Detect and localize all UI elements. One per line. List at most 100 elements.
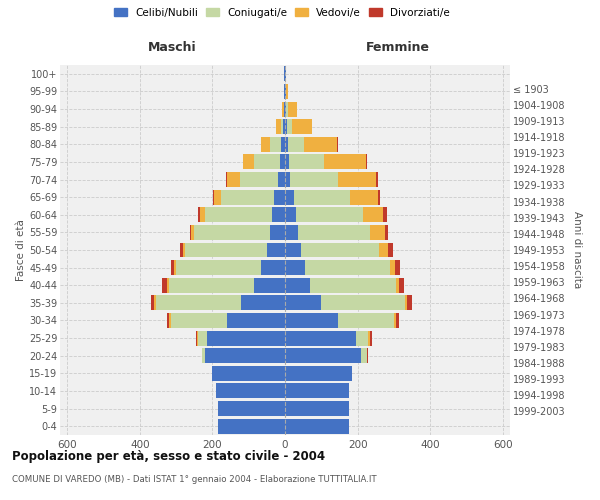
Bar xyxy=(198,208,200,222)
Bar xyxy=(337,137,338,152)
Bar xyxy=(383,208,386,222)
Bar xyxy=(262,137,271,152)
Bar xyxy=(285,260,305,275)
Bar xyxy=(405,296,407,310)
Bar xyxy=(296,208,363,222)
Bar xyxy=(274,190,285,204)
Bar xyxy=(254,154,280,170)
Bar xyxy=(156,296,241,310)
Bar xyxy=(286,84,287,99)
Bar xyxy=(350,190,377,204)
Bar xyxy=(285,418,349,434)
Bar xyxy=(216,384,285,398)
Bar xyxy=(161,278,167,292)
Bar xyxy=(287,119,292,134)
Bar xyxy=(370,225,385,240)
Bar xyxy=(390,260,395,275)
Bar xyxy=(276,119,281,134)
Bar xyxy=(262,260,285,275)
Bar xyxy=(202,348,205,363)
Bar xyxy=(288,102,298,116)
Bar xyxy=(365,154,367,170)
Bar xyxy=(395,278,398,292)
Bar xyxy=(197,330,198,345)
Bar xyxy=(376,172,377,187)
Bar xyxy=(272,208,285,222)
Y-axis label: Anni di nascita: Anni di nascita xyxy=(572,212,582,288)
Bar xyxy=(200,208,205,222)
Text: Maschi: Maschi xyxy=(148,42,197,54)
Bar xyxy=(395,313,400,328)
Bar xyxy=(175,260,176,275)
Bar xyxy=(294,190,350,204)
Bar xyxy=(169,278,254,292)
Bar xyxy=(243,154,254,170)
Bar xyxy=(185,242,267,258)
Text: Popolazione per età, sesso e stato civile - 2004: Popolazione per età, sesso e stato civil… xyxy=(12,450,325,463)
Bar xyxy=(176,260,262,275)
Text: COMUNE DI VAREDO (MB) - Dati ISTAT 1° gennaio 2004 - Elaborazione TUTTITALIA.IT: COMUNE DI VAREDO (MB) - Dati ISTAT 1° ge… xyxy=(12,475,377,484)
Bar xyxy=(169,313,170,328)
Bar xyxy=(284,66,285,82)
Bar xyxy=(368,330,370,345)
Bar xyxy=(184,242,185,258)
Bar xyxy=(214,190,221,204)
Bar xyxy=(198,330,207,345)
Bar xyxy=(226,172,227,187)
Bar xyxy=(388,242,393,258)
Bar xyxy=(304,137,337,152)
Bar xyxy=(321,296,405,310)
Bar xyxy=(242,154,243,170)
Bar xyxy=(285,172,290,187)
Bar xyxy=(239,172,278,187)
Bar xyxy=(324,154,365,170)
Bar xyxy=(271,137,281,152)
Y-axis label: Fasce di età: Fasce di età xyxy=(16,219,26,281)
Bar xyxy=(281,137,285,152)
Bar xyxy=(363,208,383,222)
Bar xyxy=(367,348,368,363)
Bar xyxy=(285,313,338,328)
Bar xyxy=(305,260,390,275)
Bar xyxy=(395,260,400,275)
Bar xyxy=(271,225,285,240)
Bar xyxy=(285,296,321,310)
Text: Femmine: Femmine xyxy=(365,42,430,54)
Legend: Celibi/Nubili, Coniugati/e, Vedovi/e, Divorziati/e: Celibi/Nubili, Coniugati/e, Vedovi/e, Di… xyxy=(114,8,450,18)
Bar xyxy=(394,313,395,328)
Bar xyxy=(241,296,285,310)
Bar xyxy=(284,84,285,99)
Bar xyxy=(213,190,214,204)
Bar xyxy=(285,278,310,292)
Bar xyxy=(212,366,285,381)
Bar xyxy=(227,172,239,187)
Bar xyxy=(281,119,283,134)
Bar xyxy=(310,278,395,292)
Bar xyxy=(286,102,288,116)
Bar xyxy=(377,190,380,204)
Bar xyxy=(284,102,285,116)
Bar xyxy=(283,119,285,134)
Bar xyxy=(221,190,274,204)
Bar xyxy=(170,313,227,328)
Bar xyxy=(361,348,367,363)
Bar xyxy=(301,242,379,258)
Bar xyxy=(194,225,271,240)
Bar xyxy=(280,154,285,170)
Bar xyxy=(254,278,285,292)
Bar xyxy=(285,366,352,381)
Bar xyxy=(151,296,154,310)
Bar xyxy=(218,401,285,416)
Bar xyxy=(285,137,288,152)
Bar xyxy=(379,242,388,258)
Bar xyxy=(285,190,294,204)
Bar xyxy=(205,348,285,363)
Bar xyxy=(196,330,197,345)
Bar xyxy=(285,401,349,416)
Bar xyxy=(289,154,324,170)
Bar xyxy=(298,225,370,240)
Bar xyxy=(285,225,298,240)
Bar xyxy=(282,102,284,116)
Bar xyxy=(292,119,312,134)
Bar xyxy=(227,313,285,328)
